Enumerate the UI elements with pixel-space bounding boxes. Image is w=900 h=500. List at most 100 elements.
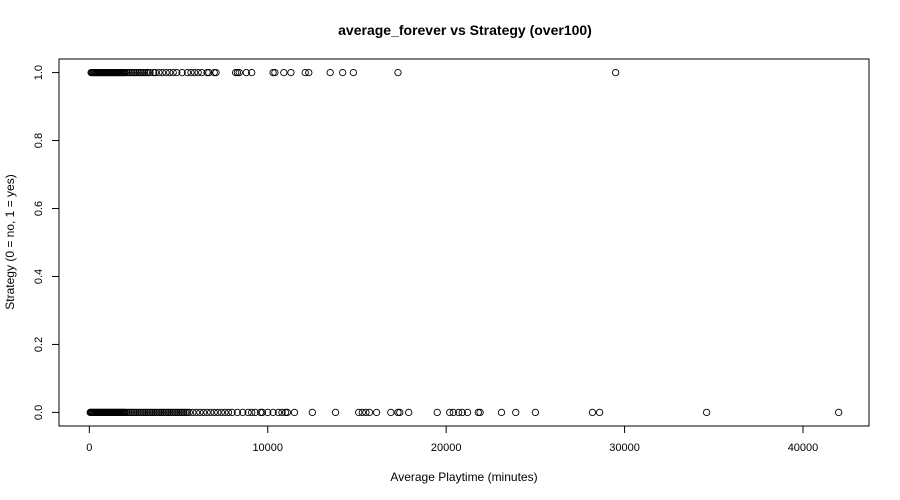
data-point xyxy=(212,68,220,77)
data-point xyxy=(199,408,208,417)
data-point xyxy=(176,408,184,417)
data-point xyxy=(155,408,163,417)
data-point xyxy=(142,68,151,77)
data-point xyxy=(128,408,136,417)
data-point xyxy=(612,68,620,77)
data-point xyxy=(214,408,222,417)
data-point xyxy=(280,68,288,77)
data-point xyxy=(433,408,441,417)
data-point xyxy=(121,408,129,417)
data-point xyxy=(180,408,188,417)
data-point xyxy=(326,68,334,77)
data-point xyxy=(178,408,186,417)
data-point xyxy=(162,68,170,77)
data-point xyxy=(221,408,229,417)
data-point xyxy=(339,68,347,77)
x-tick-label: 40000 xyxy=(788,442,819,454)
data-point xyxy=(446,408,454,417)
data-point xyxy=(158,408,167,417)
data-point xyxy=(139,408,147,417)
data-point xyxy=(187,68,195,77)
data-point xyxy=(242,68,250,77)
data-point xyxy=(290,408,299,417)
data-point xyxy=(126,408,135,417)
data-point xyxy=(308,408,316,417)
data-point xyxy=(474,408,482,417)
data-point xyxy=(140,68,149,77)
y-tick-label: 0.0 xyxy=(33,405,45,420)
data-point xyxy=(173,408,181,417)
y-tick-label: 0.6 xyxy=(33,201,45,216)
data-point xyxy=(137,68,145,77)
data-point xyxy=(362,408,370,417)
data-point xyxy=(155,68,163,77)
data-point xyxy=(258,408,267,417)
data-point xyxy=(149,68,158,77)
data-point xyxy=(588,408,597,417)
data-point xyxy=(203,68,211,77)
y-axis: 0.0 0.2 0.4 0.6 0.8 1.0 xyxy=(33,65,60,420)
data-point xyxy=(365,408,374,417)
data-point xyxy=(183,68,192,77)
data-point xyxy=(171,408,179,417)
data-point xyxy=(190,68,199,77)
data-point xyxy=(158,68,167,77)
data-point xyxy=(198,68,206,77)
data-point xyxy=(233,408,242,417)
data-point xyxy=(189,408,197,417)
y-tick-label: 0.4 xyxy=(33,269,45,284)
x-tick-label: 30000 xyxy=(609,442,640,454)
data-point xyxy=(185,408,193,417)
data-point xyxy=(203,408,211,417)
data-point xyxy=(162,408,170,417)
data-point xyxy=(269,408,277,417)
y-axis-label: Strategy (0 = no, 1 = yes) xyxy=(3,174,17,309)
data-point xyxy=(217,408,226,417)
data-point xyxy=(224,408,233,417)
data-point xyxy=(283,408,292,417)
data-point xyxy=(165,408,174,417)
data-point xyxy=(396,408,404,417)
x-tick-label: 20000 xyxy=(431,442,462,454)
data-point xyxy=(153,408,161,417)
data-point xyxy=(497,408,506,417)
data-point xyxy=(231,68,240,77)
data-point xyxy=(133,408,142,417)
data-point xyxy=(835,408,843,417)
data-point xyxy=(387,408,395,417)
data-point xyxy=(126,68,135,77)
data-points xyxy=(86,68,843,417)
data-point xyxy=(169,408,177,417)
data-point xyxy=(278,408,286,417)
data-point xyxy=(140,408,149,417)
data-point xyxy=(287,68,295,77)
data-point xyxy=(205,68,213,77)
data-point xyxy=(269,68,277,77)
data-point xyxy=(124,68,133,77)
x-tick-label: 10000 xyxy=(252,442,283,454)
data-point xyxy=(476,408,484,417)
data-point xyxy=(137,408,145,417)
data-point xyxy=(449,408,457,417)
data-point xyxy=(454,408,463,417)
y-tick-label: 1.0 xyxy=(33,65,45,80)
data-point xyxy=(207,408,215,417)
data-point xyxy=(271,68,279,77)
data-point xyxy=(148,408,156,417)
data-point xyxy=(178,68,186,77)
y-tick-label: 0.2 xyxy=(33,337,45,352)
data-point xyxy=(165,68,174,77)
data-point xyxy=(142,408,151,417)
data-point xyxy=(394,408,402,417)
data-point xyxy=(130,408,138,417)
data-point xyxy=(123,408,131,417)
x-tick-label: 0 xyxy=(86,442,92,454)
data-point xyxy=(149,408,158,417)
data-point xyxy=(372,408,381,417)
data-point xyxy=(182,408,190,417)
data-point xyxy=(331,408,340,417)
chart-title: average_forever vs Strategy (over100) xyxy=(338,22,592,38)
data-point xyxy=(160,408,168,417)
data-point xyxy=(531,408,540,417)
data-point xyxy=(133,68,142,77)
